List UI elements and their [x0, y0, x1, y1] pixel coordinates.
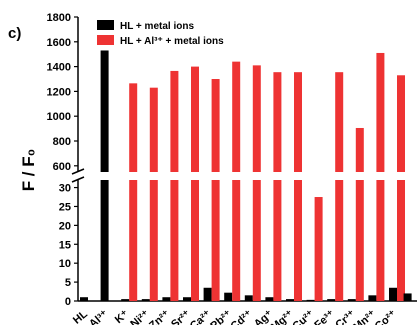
- bar-hl-al-metal: [129, 180, 137, 301]
- bar-hl-al-metal: [376, 180, 384, 301]
- bar-hl-metal: [389, 288, 397, 301]
- bar-hl-al-metal: [335, 72, 343, 172]
- bar-hl-al-metal: [294, 72, 302, 172]
- bar-hl-metal: [368, 295, 376, 301]
- bar-hl-metal: [327, 299, 335, 301]
- panel-label: c): [8, 25, 21, 42]
- bar-hl-al-metal: [356, 128, 364, 172]
- bar-hl-metal: [404, 293, 412, 301]
- bar-hl-metal: [286, 299, 294, 301]
- bar-hl-metal: [142, 299, 150, 301]
- y-tick-label-lower: 10: [59, 258, 71, 270]
- bar-hl-al-metal: [212, 180, 220, 301]
- y-tick-label-upper: 1000: [47, 111, 71, 123]
- bar-hl-metal: [101, 50, 109, 172]
- y-tick-label-lower: 0: [65, 296, 71, 308]
- bar-hl-metal: [307, 300, 315, 301]
- bar-hl-metal: [245, 295, 253, 301]
- bar-hl-al-metal: [232, 180, 240, 301]
- bar-hl-al-metal: [273, 72, 281, 172]
- y-tick-label-lower: 30: [59, 183, 71, 195]
- bar-hl-al-metal: [170, 180, 178, 301]
- y-axis-label: F / F₀: [19, 149, 38, 192]
- bar-hl-metal: [204, 288, 212, 301]
- y-tick-label-lower: 15: [59, 239, 71, 251]
- y-tick-label-upper: 1600: [47, 37, 71, 49]
- bar-hl-metal: [80, 297, 88, 301]
- bar-hl-metal: [162, 297, 170, 301]
- bar-hl-al-metal: [191, 67, 199, 172]
- bar-hl-al-metal: [376, 53, 384, 172]
- bar-hl-al-metal: [191, 180, 199, 301]
- legend-label-black: HL + metal ions: [120, 21, 194, 32]
- bar-hl-al-metal: [397, 75, 405, 172]
- bar-hl-al-metal: [212, 79, 220, 172]
- y-tick-label-upper: 1200: [47, 86, 71, 98]
- bar-hl-al-metal: [294, 180, 302, 301]
- bar-hl-al-metal: [273, 180, 281, 301]
- bar-hl-metal: [101, 180, 109, 301]
- bar-hl-al-metal: [253, 180, 261, 301]
- bar-hl-metal: [121, 299, 129, 301]
- y-tick-label-upper: 1800: [47, 12, 71, 24]
- bar-hl-al-metal: [356, 180, 364, 301]
- bar-hl-al-metal: [170, 71, 178, 172]
- bar-hl-al-metal: [253, 65, 261, 172]
- y-tick-label-upper: 1400: [47, 62, 71, 74]
- bar-hl-metal: [224, 293, 232, 301]
- legend-label-red: HL + Al³⁺ + metal ions: [120, 36, 224, 47]
- y-tick-label-lower: 5: [65, 277, 71, 289]
- bar-hl-al-metal: [315, 197, 323, 301]
- y-tick-label-lower: 25: [59, 201, 71, 213]
- bar-hl-metal: [265, 297, 273, 301]
- bar-hl-al-metal: [397, 180, 405, 301]
- legend-swatch-black: [97, 20, 114, 30]
- bar-hl-al-metal: [150, 88, 158, 172]
- bar-hl-al-metal: [232, 62, 240, 172]
- plot-area: 600 800 1000 1200 1400 1600 1800 0 5 10 15 20 25 30 HL…: [47, 12, 417, 325]
- legend: HL + metal ions HL + Al³⁺ + metal ions: [97, 20, 224, 47]
- y-tick-label-upper: 600: [53, 161, 71, 173]
- legend-swatch-red: [97, 35, 114, 45]
- bar-hl-metal: [348, 299, 356, 301]
- x-category-label: Al³⁺: [87, 308, 111, 325]
- bar-hl-al-metal: [129, 83, 137, 172]
- bar-hl-al-metal: [335, 180, 343, 301]
- y-tick-label-upper: 800: [53, 136, 71, 148]
- y-tick-label-lower: 20: [59, 220, 71, 232]
- bar-hl-al-metal: [150, 180, 158, 301]
- bar-hl-metal: [183, 297, 191, 301]
